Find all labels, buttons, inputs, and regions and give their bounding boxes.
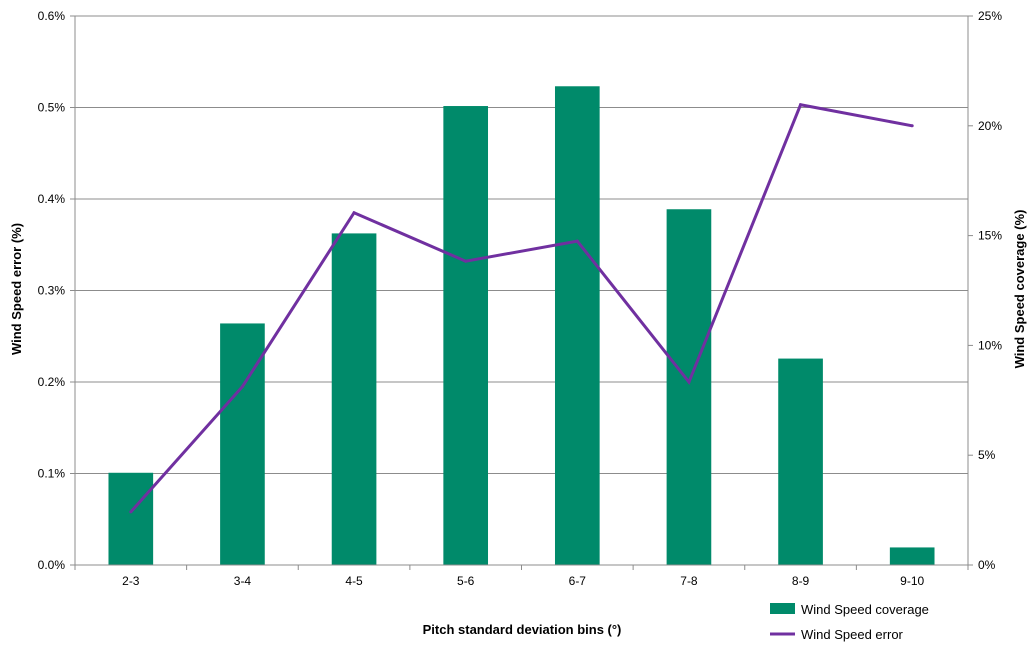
y2-tick-label: 0% xyxy=(978,558,996,572)
legend-label-error: Wind Speed error xyxy=(801,627,904,642)
x-tick-label: 7-8 xyxy=(680,574,698,588)
bar-coverage-5-6 xyxy=(443,106,489,565)
y2-tick-label: 15% xyxy=(978,229,1002,243)
y-axis-title: Wind Speed error (%) xyxy=(9,223,24,355)
x-axis-title: Pitch standard deviation bins (°) xyxy=(423,622,622,637)
x-tick-label: 3-4 xyxy=(234,574,252,588)
line-point-6-7 xyxy=(575,239,579,243)
line-point-5-6 xyxy=(464,259,468,263)
legend-swatch-bar xyxy=(770,603,795,614)
bar-coverage-2-3 xyxy=(108,472,154,565)
y-tick-label: 0.0% xyxy=(38,558,66,572)
line-series xyxy=(129,103,914,514)
y2-tick-label: 5% xyxy=(978,448,996,462)
y2-axis-title: Wind Speed coverage (%) xyxy=(1012,210,1027,369)
bar-series xyxy=(108,86,935,566)
tick-labels: 0.0% 0.1% 0.2% 0.3% 0.4% 0.5% 0.6% 0% 5% 10% 15% 20… xyxy=(38,9,1003,588)
y-tick-label: 0.2% xyxy=(38,375,66,389)
bar-coverage-9-10 xyxy=(889,547,935,565)
y2-tick-label: 25% xyxy=(978,9,1002,23)
line-point-8-9 xyxy=(799,103,803,107)
y-tick-label: 0.4% xyxy=(38,192,66,206)
x-tick-label: 8-9 xyxy=(792,574,810,588)
bar-coverage-7-8 xyxy=(666,209,712,566)
line-point-7-8 xyxy=(687,380,691,384)
line-point-3-4 xyxy=(240,385,244,389)
bar-coverage-8-9 xyxy=(778,358,823,565)
y2-tick-label: 20% xyxy=(978,119,1002,133)
x-tick-label: 5-6 xyxy=(457,574,475,588)
line-wind-speed-error xyxy=(129,103,913,513)
x-tick-label: 2-3 xyxy=(122,574,140,588)
x-tick-label: 4-5 xyxy=(345,574,363,588)
y2-tick-label: 10% xyxy=(978,338,1002,352)
x-tick-label: 9-10 xyxy=(900,574,924,588)
gridlines xyxy=(75,15,968,474)
legend: Wind Speed coverage Wind Speed error xyxy=(770,602,929,642)
bar-coverage-4-5 xyxy=(331,233,377,566)
y-tick-label: 0.6% xyxy=(38,9,66,23)
y-tick-label: 0.3% xyxy=(38,284,66,298)
line-point-4-5 xyxy=(352,211,356,215)
x-tick-label: 6-7 xyxy=(569,574,587,588)
line-point-9-10 xyxy=(910,124,914,128)
y-tick-label: 0.5% xyxy=(38,101,66,115)
axes xyxy=(70,15,973,570)
y-tick-label: 0.1% xyxy=(38,467,66,481)
legend-label-coverage: Wind Speed coverage xyxy=(801,602,929,617)
line-point-2-3 xyxy=(129,510,133,514)
bar-coverage-6-7 xyxy=(554,86,600,565)
